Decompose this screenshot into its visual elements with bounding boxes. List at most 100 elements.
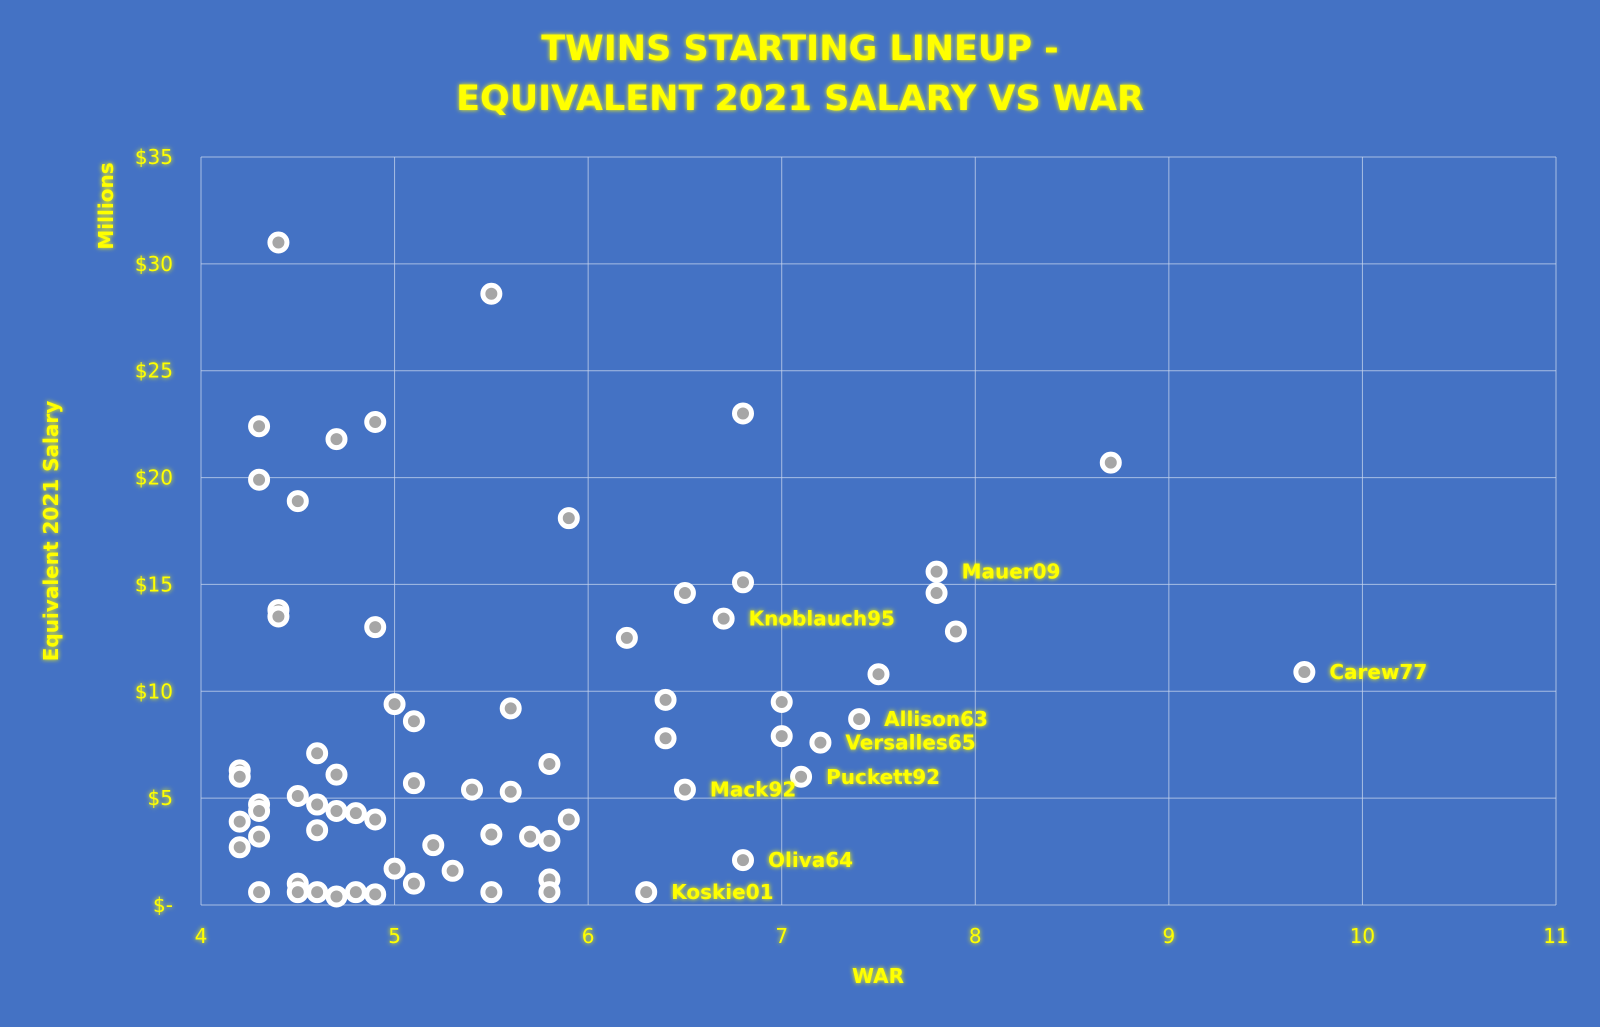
data-label: Carew77 (1329, 660, 1427, 684)
data-point (635, 881, 658, 904)
y-tick-label: $- (153, 893, 173, 917)
x-axis-title: WAR (852, 964, 904, 988)
data-point (228, 810, 251, 833)
data-point (306, 793, 329, 816)
data-point (306, 819, 329, 842)
data-point (867, 663, 890, 686)
data-point (344, 881, 367, 904)
data-point (732, 571, 754, 594)
data-point (925, 581, 948, 604)
y-tick-label: $20 (135, 466, 173, 490)
x-tick-label: 4 (195, 924, 208, 948)
x-tick-label: 5 (388, 924, 401, 948)
data-point (538, 829, 561, 852)
chart-title: TWINS STARTING LINEUP - EQUIVALENT 2021 … (456, 29, 1144, 119)
data-label: Mack92 (710, 778, 796, 802)
data-point (325, 428, 348, 451)
chart-title-line-1: TWINS STARTING LINEUP - (541, 29, 1058, 69)
data-point (402, 872, 425, 895)
y-axis-ticks: $- $5 $10 $15 $20 $25 $30 $35 (135, 145, 173, 917)
data-point (790, 765, 813, 788)
data-point (944, 620, 967, 643)
data-label: Koskie01 (671, 880, 773, 904)
data-point (848, 708, 871, 731)
data-point (557, 808, 580, 831)
x-tick-label: 6 (582, 924, 595, 948)
data-point (325, 763, 348, 786)
data-point (499, 780, 522, 803)
data-point (770, 690, 793, 713)
data-point (615, 626, 638, 649)
data-point (402, 710, 425, 733)
data-point (364, 883, 387, 906)
data-point (267, 605, 290, 628)
data-point (344, 802, 367, 825)
data-point (364, 411, 387, 434)
y-tick-label: $15 (135, 572, 173, 596)
data-point (422, 834, 445, 857)
y-tick-label: $30 (135, 252, 173, 276)
data-point (383, 857, 406, 880)
data-point (248, 415, 271, 438)
data-point (925, 560, 948, 583)
data-point (402, 772, 425, 795)
data-point (654, 688, 677, 711)
data-label: Oliva64 (768, 848, 853, 872)
data-point (248, 468, 271, 491)
gridlines (200, 156, 1557, 906)
data-point (519, 825, 542, 848)
data-label: Knoblauch95 (749, 607, 895, 631)
data-point (732, 849, 754, 872)
data-point (712, 607, 735, 630)
data-point (383, 693, 406, 716)
x-tick-label: 9 (1162, 924, 1175, 948)
data-point (267, 231, 290, 254)
x-tick-label: 11 (1543, 924, 1568, 948)
x-axis-ticks: 4 5 6 7 8 9 10 11 (195, 924, 1569, 948)
data-point (673, 778, 696, 801)
x-tick-label: 10 (1350, 924, 1375, 948)
data-point (325, 799, 348, 822)
data-point (228, 765, 251, 788)
data-point (325, 885, 348, 908)
data-point (480, 282, 503, 305)
data-point (480, 823, 503, 846)
data-point (248, 799, 271, 822)
y-tick-label: $10 (135, 679, 173, 703)
data-point (480, 881, 503, 904)
data-label: Mauer09 (962, 560, 1061, 584)
y-tick-label: $25 (135, 359, 173, 383)
data-point (306, 742, 329, 765)
data-point (248, 881, 271, 904)
y-tick-label: $5 (148, 786, 173, 810)
data-point (364, 616, 387, 639)
data-point (770, 725, 793, 748)
data-point (228, 836, 251, 859)
data-label: Puckett92 (826, 765, 940, 789)
data-point (809, 731, 832, 754)
data-point (499, 697, 522, 720)
data-point (461, 778, 483, 801)
chart-title-line-2: EQUIVALENT 2021 SALARY VS WAR (456, 79, 1144, 119)
y-axis-title: Equivalent 2021 Salary (39, 401, 63, 662)
data-point (654, 727, 677, 750)
x-tick-label: 8 (969, 924, 982, 948)
point-labels: Mauer09 Knoblauch95 Carew77 Allison63Versal… (671, 560, 1427, 905)
data-point (673, 581, 696, 604)
y-axis-units-label: Millions (94, 162, 118, 249)
y-tick-label: $35 (135, 145, 173, 169)
data-point (306, 881, 329, 904)
data-point (1293, 661, 1316, 684)
data-point (248, 825, 271, 848)
x-tick-label: 7 (775, 924, 788, 948)
data-point (557, 507, 580, 530)
data-point (286, 881, 309, 904)
data-point (286, 785, 309, 808)
data-point (364, 808, 387, 831)
data-point (538, 881, 561, 904)
data-label: Allison63 (884, 707, 988, 731)
data-point (441, 859, 464, 882)
data-points (228, 231, 1316, 908)
